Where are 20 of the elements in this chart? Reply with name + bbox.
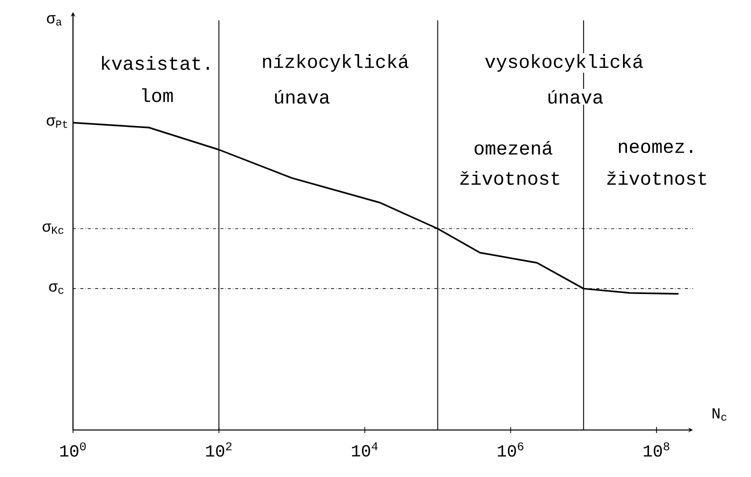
- ref-line-label: σ$_{Kc}$: [42, 223, 64, 234]
- annotation: životnost: [460, 170, 560, 185]
- x-tick-label: 10$^{4}$: [352, 442, 378, 457]
- text: únava: [275, 90, 330, 104]
- x-tick-label: 10$^{6}$: [498, 442, 524, 457]
- annotation: životnost: [607, 170, 706, 185]
- ref-line-label: σ$_{c}$: [49, 283, 64, 294]
- x-tick-label: 10$^{8}$: [644, 442, 670, 457]
- text: únava: [548, 90, 603, 104]
- annotation: σ$_{Pt}$: [46, 117, 68, 128]
- annotation: neomez.: [618, 142, 692, 154]
- annotation: omezená: [474, 141, 552, 155]
- text: lom: [142, 88, 173, 102]
- text: vysokocyklická: [485, 54, 643, 72]
- text: σ$_{a}$: [46, 15, 62, 26]
- x-tick-label: 10$^{0}$: [60, 442, 86, 457]
- text: kvasistat.: [102, 56, 209, 70]
- x-tick-label: 10$^{2}$: [206, 442, 232, 457]
- text: nízkocyklická: [263, 54, 408, 72]
- x-axis-title: N$_{c}$: [712, 408, 726, 421]
